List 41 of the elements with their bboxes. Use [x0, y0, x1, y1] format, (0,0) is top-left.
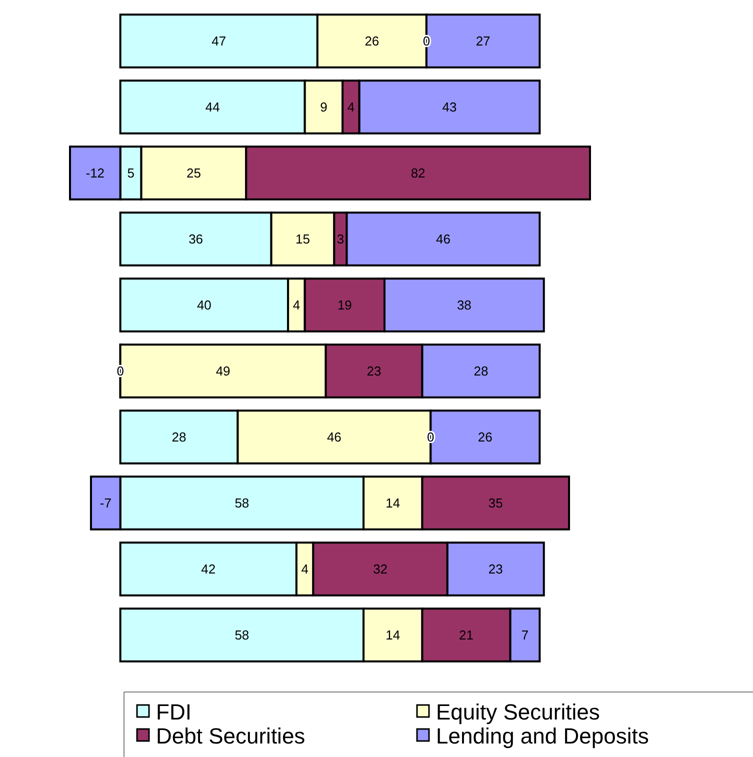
data-label: 46 [326, 430, 342, 445]
data-label: 58 [234, 496, 250, 511]
data-label: 5 [127, 166, 134, 181]
data-label: 44 [205, 100, 220, 115]
data-label: 35 [488, 496, 503, 511]
data-label: 38 [456, 298, 472, 313]
data-label: -7 [100, 496, 112, 511]
data-label: 19 [337, 298, 352, 313]
data-label: 27 [476, 34, 490, 49]
legend-label: FDI [156, 700, 192, 725]
legend-label: Equity Securities [436, 700, 600, 725]
data-label: 7 [521, 628, 529, 643]
legend-label: Debt Securities [156, 724, 306, 749]
data-label: 82 [410, 166, 426, 181]
data-label: 32 [373, 562, 388, 577]
data-label: 42 [201, 562, 216, 577]
legend-label: Lending and Deposits [436, 724, 649, 749]
data-label: 9 [320, 100, 328, 115]
data-label: 23 [366, 364, 382, 379]
data-label: 36 [188, 232, 204, 247]
data-label: 4 [347, 100, 355, 115]
data-label: 28 [172, 430, 186, 445]
data-label: 3 [336, 232, 344, 247]
data-label: 4 [292, 298, 300, 313]
data-label: 25 [186, 166, 201, 181]
data-label: 26 [364, 34, 380, 49]
data-label: 15 [296, 232, 310, 247]
data-label: 4 [301, 562, 308, 577]
data-label: 26 [478, 430, 492, 445]
data-label: 14 [386, 496, 400, 511]
data-label: 28 [474, 364, 488, 379]
data-label: -12 [86, 166, 105, 181]
data-label: 58 [234, 628, 250, 643]
data-label: 21 [459, 628, 474, 643]
data-label: 43 [442, 100, 457, 115]
data-label: 14 [386, 628, 400, 643]
data-label: 47 [212, 34, 226, 49]
data-label: 46 [436, 232, 450, 247]
data-label: 23 [488, 562, 503, 577]
data-label: 49 [216, 364, 230, 379]
data-label: 40 [196, 298, 212, 313]
